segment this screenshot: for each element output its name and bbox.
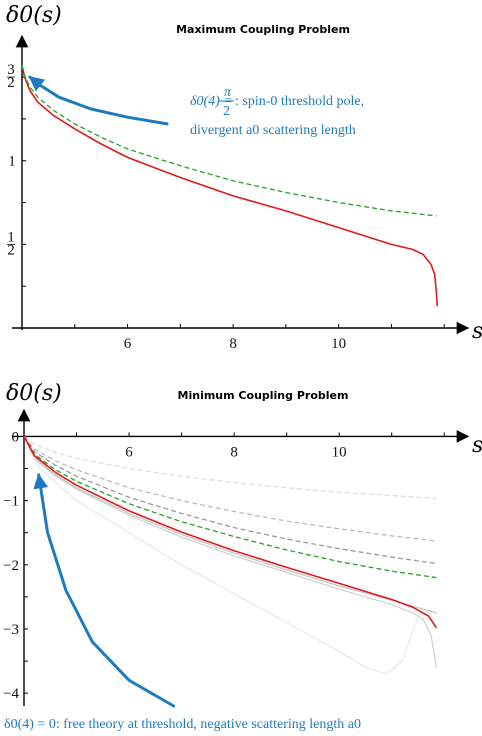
top-chart-title: Maximum Coupling Problem [176, 23, 350, 36]
bottom-plot-area: 6 8 10 0 −1 −2 −3 −4 [3, 408, 470, 708]
top-y-tick-label-num: 1 [7, 229, 15, 245]
bottom-chart-title: Minimum Coupling Problem [178, 389, 349, 402]
bottom-y-tick-label: −3 [3, 622, 19, 638]
bottom-y-axis-label: δ0(s) [6, 381, 62, 406]
bottom-x-tick-label: 10 [332, 444, 347, 460]
bottom-series-solid-line [23, 436, 437, 668]
top-x-tick-label: 10 [331, 336, 346, 352]
bottom-series-solid-line [23, 436, 437, 675]
bottom-x-tick-label: 8 [230, 444, 238, 460]
bottom-series-dashed-line [23, 436, 437, 579]
bottom-series-solid-line [23, 436, 437, 614]
bottom-y-tick-label: −2 [3, 558, 19, 574]
bottom-series-solid-line [23, 436, 438, 629]
top-x-axis-label: s [472, 319, 482, 344]
bottom-annotation: δ0(4) = 0: free theory at threshold, neg… [4, 717, 361, 732]
top-y-tick-label-den: 2 [7, 75, 15, 91]
top-x-tick-label: 8 [229, 336, 237, 352]
top-y-tick-label: 1 [8, 154, 16, 170]
bottom-y-tick-label: −1 [3, 494, 19, 510]
top-series-solid-line [21, 65, 439, 307]
top-x-tick-label: 6 [124, 336, 132, 352]
top-annotation-line2: divergent a0 scattering length [190, 123, 356, 138]
bottom-y-tick-label: −4 [3, 686, 19, 702]
bottom-y-tick-label: 0 [12, 429, 20, 445]
bottom-series-dashed-line [23, 435, 437, 500]
top-annotation-frac-den: 2 [223, 104, 230, 119]
bottom-x-tick-label: 6 [125, 444, 133, 460]
bottom-series-dashed-line [23, 435, 437, 542]
top-annotation-line1: : spin-0 threshold pole, [235, 94, 364, 109]
bottom-series-dashed-line [23, 436, 437, 565]
bottom-annotation-arrow [33, 473, 176, 708]
top-annotation-math: δ0(4) = [190, 94, 233, 109]
top-y-tick-label-num: 3 [7, 62, 15, 78]
bottom-x-axis-label: s [472, 433, 482, 458]
top-annotation-arrow [28, 75, 169, 126]
top-y-tick-label-den: 2 [7, 242, 15, 258]
top-annotation-frac-num: π [224, 85, 232, 100]
top-y-axis-label: δ0(s) [6, 3, 62, 28]
